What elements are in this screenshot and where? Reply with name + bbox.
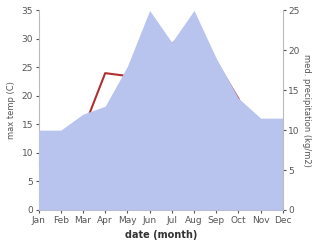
Y-axis label: max temp (C): max temp (C) <box>7 81 16 139</box>
X-axis label: date (month): date (month) <box>125 230 197 240</box>
Y-axis label: med. precipitation (kg/m2): med. precipitation (kg/m2) <box>302 54 311 167</box>
